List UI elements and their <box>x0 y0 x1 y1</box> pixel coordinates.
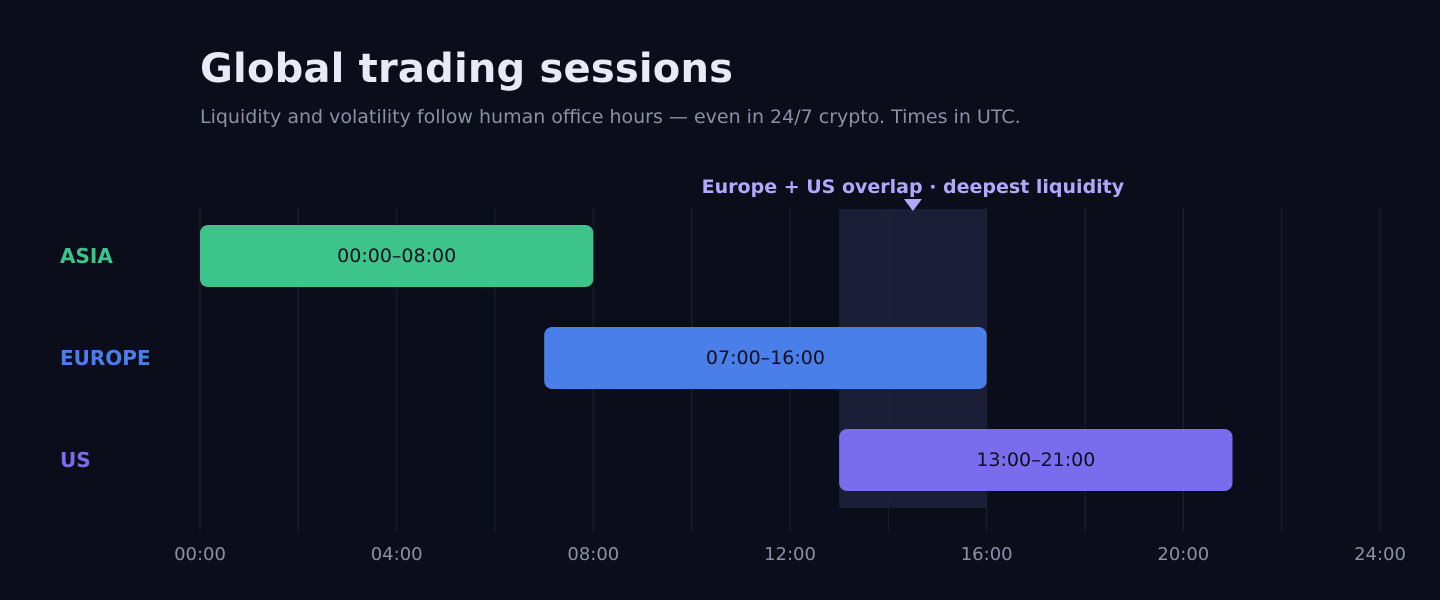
x-tick-label: 04:00 <box>371 544 423 565</box>
row-label-europe: EUROPE <box>60 346 151 370</box>
session-bar-asia <box>200 225 594 287</box>
row-label-us: US <box>60 448 91 472</box>
chart-subtitle: Liquidity and volatility follow human of… <box>200 106 1021 128</box>
session-bar-europe <box>544 327 987 389</box>
x-tick-label: 00:00 <box>174 544 226 565</box>
overlap-annotation: Europe + US overlap · deepest liquidity <box>702 176 1125 198</box>
session-bar-us <box>839 429 1233 491</box>
x-tick-label: 12:00 <box>764 544 816 565</box>
session-bar-label: 07:00–16:00 <box>706 347 825 369</box>
x-tick-label: 16:00 <box>961 544 1013 565</box>
overlap-marker-icon <box>903 199 922 211</box>
row-label-asia: ASIA <box>60 244 113 268</box>
x-tick-label: 20:00 <box>1157 544 1209 565</box>
x-tick-label: 24:00 <box>1354 544 1406 565</box>
session-bar-label: 13:00–21:00 <box>976 449 1095 471</box>
x-tick-label: 08:00 <box>567 544 619 565</box>
session-bar-label: 00:00–08:00 <box>337 245 456 267</box>
chart-title: Global trading sessions <box>200 46 734 92</box>
